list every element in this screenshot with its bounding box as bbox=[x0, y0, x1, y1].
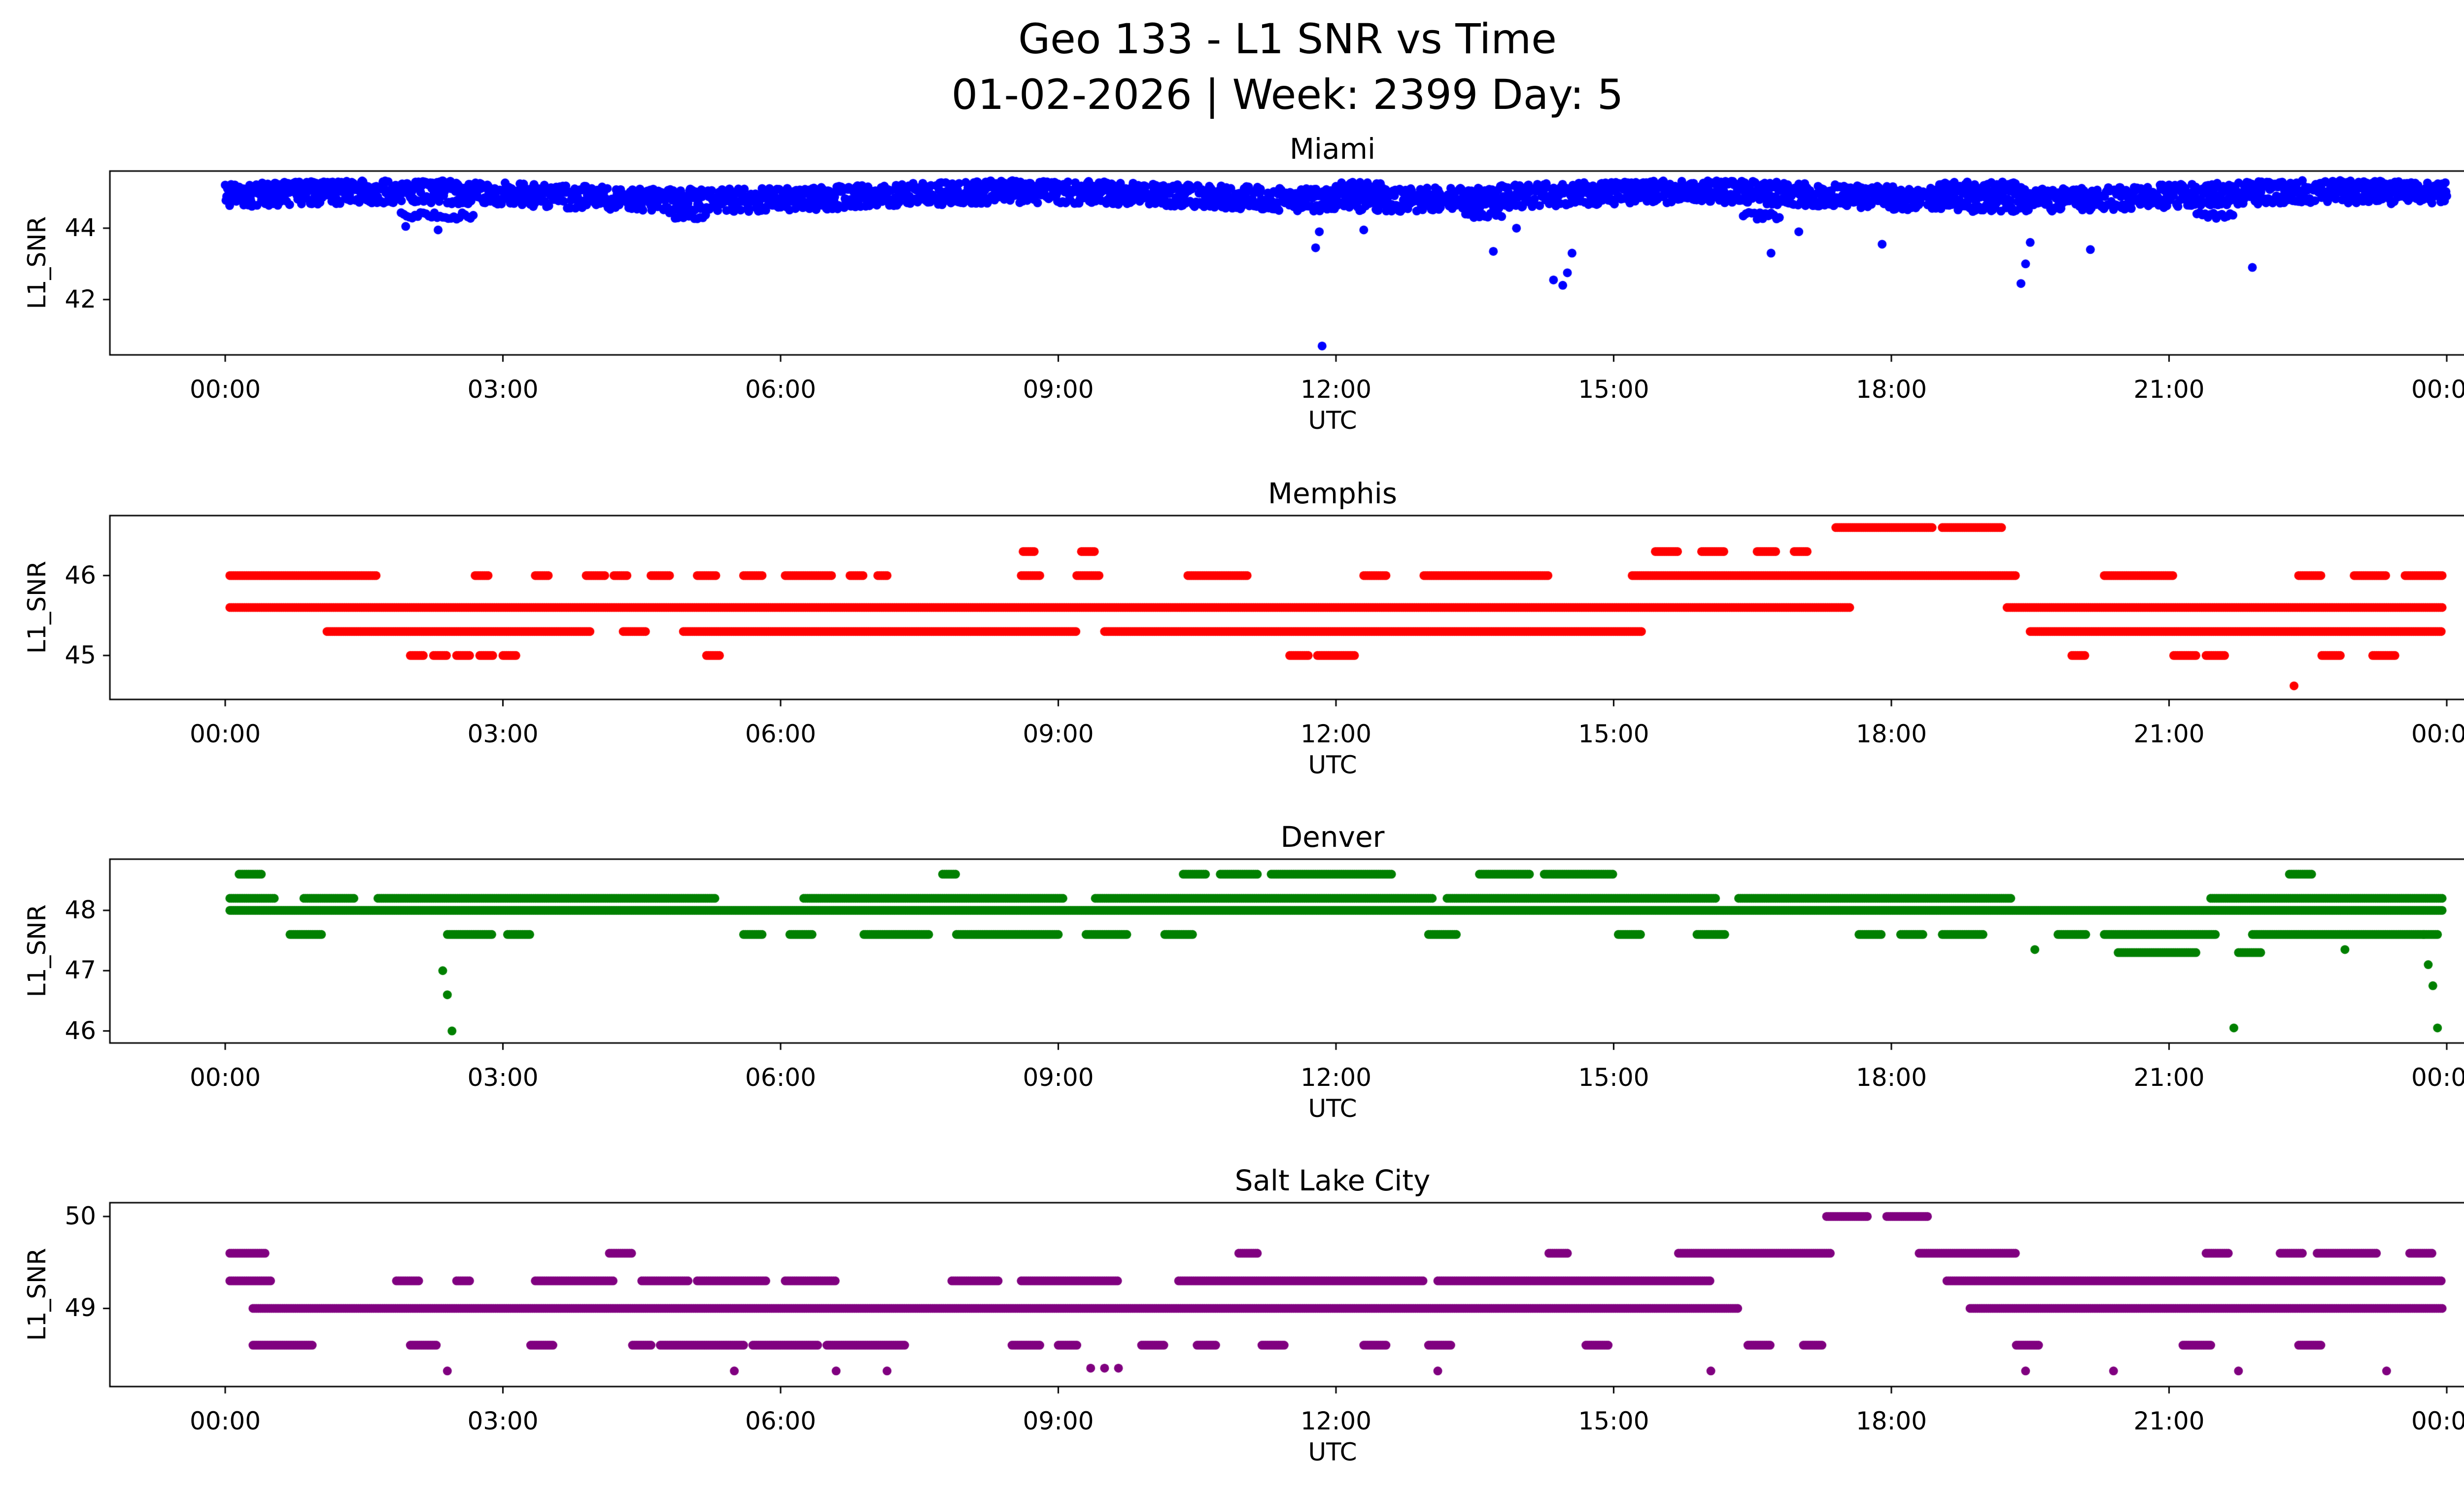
x-tick-label: 15:00 bbox=[1578, 1407, 1649, 1435]
x-tick-label: 21:00 bbox=[2133, 720, 2205, 748]
x-tick-label: 00:00 bbox=[189, 375, 261, 404]
x-tick-label: 00:00 bbox=[2411, 1407, 2464, 1435]
x-tick-label: 03:00 bbox=[467, 375, 539, 404]
x-tick-label: 12:00 bbox=[1300, 375, 1372, 404]
x-tick-label: 09:00 bbox=[1023, 1063, 1094, 1092]
subplot-title-salt-lake-city: Salt Lake City bbox=[1234, 1164, 1431, 1197]
x-tick-label: 12:00 bbox=[1300, 1063, 1372, 1092]
y-tick-label: 44 bbox=[65, 213, 96, 242]
x-tick-label: 00:00 bbox=[189, 1407, 261, 1435]
x-tick-label: 03:00 bbox=[467, 720, 539, 748]
y-tick-label: 46 bbox=[65, 1016, 96, 1045]
x-tick-label: 21:00 bbox=[2133, 375, 2205, 404]
y-tick-label: 42 bbox=[65, 284, 96, 313]
x-tick-label: 09:00 bbox=[1023, 1407, 1094, 1435]
x-tick-label: 12:00 bbox=[1300, 720, 1372, 748]
y-tick-label: 46 bbox=[65, 560, 96, 590]
x-tick-label: 00:00 bbox=[2411, 720, 2464, 748]
x-axis-label-miami: UTC bbox=[1308, 406, 1357, 435]
y-tick-label: 48 bbox=[65, 895, 96, 924]
x-tick-label: 15:00 bbox=[1578, 720, 1649, 748]
x-tick-label: 18:00 bbox=[1855, 1407, 1927, 1435]
x-tick-label: 03:00 bbox=[467, 1407, 539, 1435]
y-tick-label: 50 bbox=[65, 1201, 96, 1230]
x-tick-label: 18:00 bbox=[1855, 720, 1927, 748]
x-axis-label-memphis: UTC bbox=[1308, 751, 1357, 779]
x-tick-label: 12:00 bbox=[1300, 1407, 1372, 1435]
subplot-title-miami: Miami bbox=[1289, 132, 1376, 166]
x-tick-label: 06:00 bbox=[745, 1063, 817, 1092]
x-tick-label: 15:00 bbox=[1578, 375, 1649, 404]
x-axis-label-salt-lake-city: UTC bbox=[1308, 1438, 1357, 1466]
y-tick-label: 45 bbox=[65, 640, 96, 669]
subplot-title-memphis: Memphis bbox=[1267, 477, 1398, 510]
x-tick-label: 06:00 bbox=[745, 720, 817, 748]
x-tick-label: 18:00 bbox=[1855, 1063, 1927, 1092]
x-tick-label: 21:00 bbox=[2133, 1063, 2205, 1092]
x-axis-label-denver: UTC bbox=[1308, 1094, 1357, 1123]
y-tick-label: 49 bbox=[65, 1293, 96, 1322]
y-tick-label: 47 bbox=[65, 956, 96, 985]
x-tick-label: 00:00 bbox=[189, 1063, 261, 1092]
x-tick-label: 06:00 bbox=[745, 1407, 817, 1435]
x-tick-label: 09:00 bbox=[1023, 375, 1094, 404]
subplot-title-denver: Denver bbox=[1280, 820, 1385, 854]
x-tick-label: 18:00 bbox=[1855, 375, 1927, 404]
x-tick-label: 09:00 bbox=[1023, 720, 1094, 748]
x-tick-label: 00:00 bbox=[189, 720, 261, 748]
figure-title-line1: Geo 133 - L1 SNR vs Time bbox=[1018, 15, 1557, 63]
figure-title-line2: 01-02-2026 | Week: 2399 Day: 5 bbox=[951, 70, 1624, 119]
x-tick-label: 21:00 bbox=[2133, 1407, 2205, 1435]
x-tick-label: 15:00 bbox=[1578, 1063, 1649, 1092]
x-tick-label: 00:00 bbox=[2411, 1063, 2464, 1092]
x-tick-label: 00:00 bbox=[2411, 375, 2464, 404]
x-tick-label: 03:00 bbox=[467, 1063, 539, 1092]
x-tick-label: 06:00 bbox=[745, 375, 817, 404]
